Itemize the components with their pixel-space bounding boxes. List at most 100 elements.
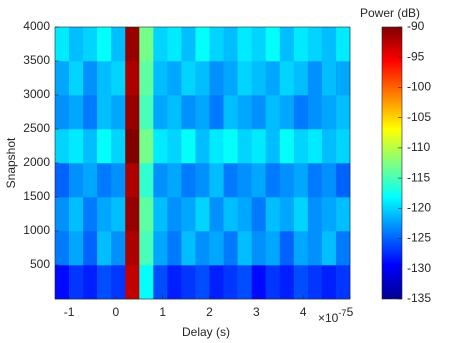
- heatmap-cell: [293, 129, 309, 164]
- heatmap-cell: [293, 95, 309, 130]
- heatmap-cell: [223, 95, 238, 130]
- heatmap-cell: [167, 231, 182, 266]
- heatmap-cell: [125, 129, 140, 164]
- heatmap-cell: [139, 197, 154, 232]
- heatmap-cell: [69, 61, 84, 96]
- heatmap-cell: [209, 231, 224, 266]
- heatmap-cell: [209, 163, 224, 198]
- heatmap-cell: [83, 27, 98, 62]
- heatmap-cell: [237, 163, 252, 198]
- heatmap-cell: [111, 231, 126, 266]
- heatmap-cell: [111, 197, 126, 232]
- heatmap-cell: [139, 265, 154, 300]
- heatmap-cell: [237, 61, 252, 96]
- x-tick-label: 2: [206, 305, 213, 319]
- heatmap-cell: [223, 197, 238, 232]
- heatmap-cell: [69, 197, 84, 232]
- heatmap-cell: [237, 129, 252, 164]
- colorbar-tick-label: -105: [407, 110, 431, 124]
- heatmap-cell: [307, 163, 323, 198]
- heatmap-cell: [181, 61, 196, 96]
- y-tick-label: 3500: [23, 53, 50, 67]
- heatmap-cell: [209, 265, 224, 300]
- x-tick-label: 1: [159, 305, 166, 319]
- colorbar-tick-label: -120: [407, 201, 431, 215]
- heatmap-cell: [195, 129, 210, 164]
- heatmap-cell: [335, 129, 351, 164]
- heatmap-cell: [97, 265, 112, 300]
- colorbar-tick-label: -125: [407, 231, 431, 245]
- heatmap-cell: [237, 265, 252, 300]
- heatmap-cell: [251, 95, 267, 130]
- y-tick-label: 500: [30, 257, 50, 271]
- heatmap-cell: [69, 265, 84, 300]
- x-tick-label: -1: [64, 305, 75, 319]
- x-multiplier: ×10-7: [318, 308, 346, 325]
- x-tick-label: 3: [253, 305, 260, 319]
- heatmap-cell: [209, 197, 224, 232]
- heatmap-cell: [195, 163, 210, 198]
- y-tick-label: 2500: [23, 121, 50, 135]
- heatmap-cell: [251, 129, 267, 164]
- heatmap-cell: [97, 197, 112, 232]
- colorbar-tick-label: -95: [407, 49, 425, 63]
- x-multiplier-base: ×10: [318, 311, 339, 325]
- heatmap-cell: [321, 95, 337, 130]
- heatmap-cell: [321, 129, 337, 164]
- heatmap-cell: [83, 231, 98, 266]
- heatmap-cell: [279, 95, 295, 130]
- heatmap-cell: [111, 265, 126, 300]
- heatmap-cell: [223, 27, 238, 62]
- heatmap-cell: [153, 265, 168, 300]
- colorbar-tick-label: -115: [407, 170, 430, 184]
- heatmap-cell: [97, 129, 112, 164]
- heatmap-cell: [251, 265, 267, 300]
- heatmap-cell: [237, 95, 252, 130]
- heatmap-cell: [111, 129, 126, 164]
- heatmap-cell: [167, 61, 182, 96]
- heatmap-cell: [181, 197, 196, 232]
- heatmap-cell: [195, 61, 210, 96]
- heatmap-cell: [335, 61, 351, 96]
- heatmap-cell: [307, 129, 323, 164]
- heatmap-cell: [55, 231, 70, 266]
- heatmap-cell: [125, 163, 140, 198]
- heatmap-cell: [153, 129, 168, 164]
- heatmap-cell: [307, 27, 323, 62]
- heatmap-cell: [153, 27, 168, 62]
- heatmap-cell: [251, 61, 267, 96]
- heatmap-cell: [307, 61, 323, 96]
- heatmap-cell: [55, 129, 70, 164]
- heatmap-cell: [69, 95, 84, 130]
- x-multiplier-exponent: -7: [338, 308, 346, 318]
- heatmap-cell: [321, 27, 337, 62]
- heatmap-cell: [279, 231, 295, 266]
- heatmap-cell: [69, 129, 84, 164]
- heatmap-cell: [167, 129, 182, 164]
- heatmap-cell: [139, 27, 154, 62]
- x-tick-label: 5: [347, 305, 354, 319]
- y-tick-label: 3000: [23, 87, 50, 101]
- heatmap-cell: [293, 61, 309, 96]
- heatmap-cell: [293, 231, 309, 266]
- heatmap-cell: [125, 27, 140, 62]
- heatmap-cell: [223, 265, 238, 300]
- heatmap-cell: [251, 197, 267, 232]
- colorbar-tick-label: -100: [407, 80, 431, 94]
- heatmap-cell: [251, 27, 267, 62]
- heatmap-cell: [139, 61, 154, 96]
- heatmap-cell: [97, 27, 112, 62]
- heatmap-cell: [279, 265, 295, 300]
- heatmap-cell: [307, 197, 323, 232]
- heatmap: [55, 27, 351, 300]
- heatmap-cell: [321, 265, 337, 300]
- heatmap-cell: [111, 61, 126, 96]
- heatmap-cell: [265, 265, 281, 300]
- heatmap-cell: [153, 95, 168, 130]
- colorbar-tick-label: -130: [407, 261, 431, 275]
- colorbar-label: Power (dB): [360, 6, 420, 20]
- heatmap-cell: [195, 265, 210, 300]
- heatmap-cell: [265, 197, 281, 232]
- heatmap-cell: [125, 61, 140, 96]
